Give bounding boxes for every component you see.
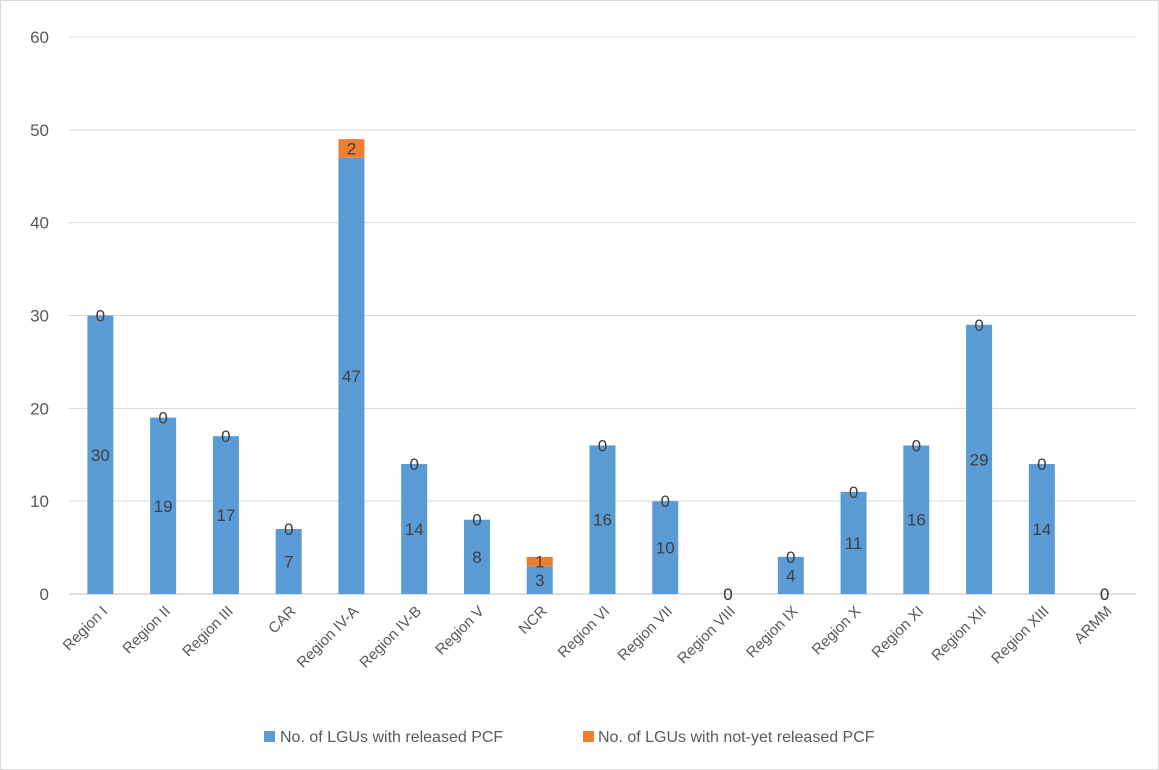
x-tick-label: Region X <box>809 603 865 659</box>
x-tick-label: Region V <box>432 603 488 659</box>
data-label-released: 7 <box>284 553 293 572</box>
bar-not-yet-released <box>338 139 365 158</box>
data-label-released: 0 <box>723 585 732 604</box>
data-label-released: 16 <box>907 511 926 530</box>
x-tick-label: Region VI <box>555 603 614 662</box>
data-label-released: 8 <box>472 548 481 567</box>
data-label-not-yet-released: 0 <box>723 585 732 604</box>
x-tick-label: Region III <box>179 603 236 660</box>
data-label-released: 30 <box>91 446 110 465</box>
y-axis-ticks: 0 10 20 30 40 50 60 <box>30 28 49 604</box>
data-label-not-yet-released: 0 <box>1037 455 1046 474</box>
y-tick-label: 40 <box>30 214 49 233</box>
bar-released <box>463 519 490 594</box>
data-labels: 3001901707047214080311601000040110160290… <box>91 139 1109 604</box>
data-label-not-yet-released: 0 <box>472 511 481 530</box>
bar-released <box>777 556 804 594</box>
legend-swatch-released <box>264 731 275 742</box>
bar-released <box>903 445 930 594</box>
bar-released <box>150 417 177 594</box>
data-label-released: 17 <box>216 506 235 525</box>
x-tick-label: ARMM <box>1071 603 1115 647</box>
y-tick-label: 20 <box>30 399 49 418</box>
y-tick-label: 30 <box>30 307 49 326</box>
x-tick-label: Region XII <box>928 603 990 665</box>
data-label-released: 19 <box>154 497 173 516</box>
data-label-released: 4 <box>786 566 795 585</box>
data-label-not-yet-released: 0 <box>221 427 230 446</box>
legend: No. of LGUs with released PCF No. of LGUs… <box>264 729 875 746</box>
x-tick-label: Region VII <box>615 603 677 665</box>
data-label-not-yet-released: 0 <box>598 436 607 455</box>
bar-released <box>275 529 302 594</box>
data-label-not-yet-released: 0 <box>96 307 105 326</box>
legend-swatch-not-yet-released <box>583 731 594 742</box>
bar-released <box>212 436 239 594</box>
data-label-not-yet-released: 0 <box>1100 585 1109 604</box>
x-tick-label: Region VIII <box>674 603 739 668</box>
data-label-not-yet-released: 0 <box>284 520 293 539</box>
y-tick-label: 0 <box>40 585 49 604</box>
bars <box>87 139 1055 594</box>
legend-label-released: No. of LGUs with released PCF <box>280 729 503 746</box>
x-tick-label: Region IV-A <box>294 603 363 672</box>
data-label-not-yet-released: 2 <box>347 139 356 158</box>
bar-released <box>526 566 553 594</box>
x-tick-label: Region II <box>119 603 173 657</box>
gridlines <box>69 36 1136 595</box>
y-tick-label: 60 <box>30 28 49 47</box>
bar-released <box>966 324 993 594</box>
x-tick-label: Region I <box>60 603 112 655</box>
data-label-not-yet-released: 0 <box>409 455 418 474</box>
data-label-released: 0 <box>1100 585 1109 604</box>
data-label-released: 14 <box>1032 520 1051 539</box>
data-label-not-yet-released: 1 <box>535 553 544 572</box>
data-label-released: 14 <box>405 520 424 539</box>
data-label-not-yet-released: 0 <box>974 316 983 335</box>
data-label-released: 10 <box>656 539 675 558</box>
y-tick-label: 10 <box>30 492 49 511</box>
x-tick-label: Region XI <box>869 603 928 662</box>
x-tick-label: NCR <box>516 603 551 638</box>
data-label-released: 16 <box>593 511 612 530</box>
bar-released <box>589 445 616 594</box>
data-label-not-yet-released: 0 <box>912 436 921 455</box>
data-label-not-yet-released: 0 <box>786 548 795 567</box>
data-label-not-yet-released: 0 <box>158 409 167 428</box>
bar-released <box>338 157 365 594</box>
data-label-not-yet-released: 0 <box>849 483 858 502</box>
bar-not-yet-released <box>526 556 553 567</box>
x-tick-label: Region IV-B <box>356 603 425 672</box>
bar-released <box>652 501 679 594</box>
x-tick-label: Region IX <box>743 603 802 662</box>
legend-label-not-yet-released: No. of LGUs with not-yet released PCF <box>598 729 875 746</box>
bar-released <box>1028 464 1055 594</box>
data-label-released: 47 <box>342 367 361 386</box>
data-label-released: 3 <box>535 571 544 590</box>
bar-released <box>840 491 867 594</box>
data-label-released: 11 <box>845 534 863 553</box>
bar-released <box>401 464 428 594</box>
y-tick-label: 50 <box>30 121 49 140</box>
x-tick-label: CAR <box>265 603 300 638</box>
data-label-not-yet-released: 0 <box>661 492 670 511</box>
x-tick-label: Region XIII <box>988 603 1053 668</box>
data-label-released: 29 <box>970 450 989 469</box>
bar-released <box>87 315 114 594</box>
